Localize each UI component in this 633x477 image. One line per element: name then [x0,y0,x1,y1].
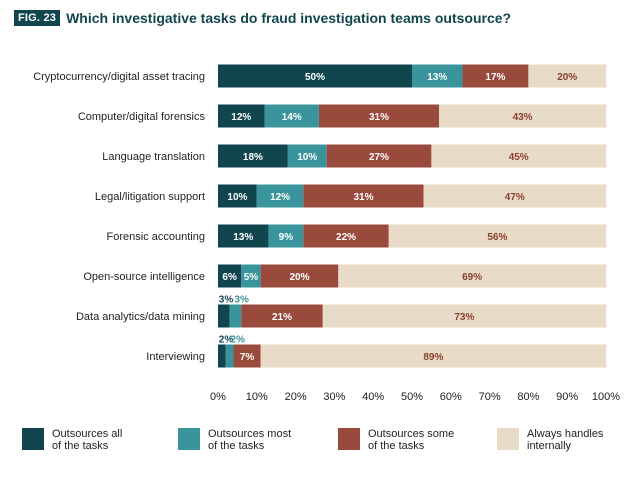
bar-segment-most [229,304,242,328]
bar-segment-all [218,104,265,128]
data-label: 73% [454,312,474,323]
data-label: 6% [222,272,237,283]
bar-segment-internal [388,224,606,248]
bar-segment-some [326,144,432,168]
category-label: Legal/litigation support [95,191,205,203]
x-tick-label: 80% [517,391,539,403]
bar-segment-some [303,184,424,208]
legend-swatch-most [178,428,200,450]
bar-segment-internal [528,64,606,88]
bar-segment-most [241,264,261,288]
category-label: Data analytics/data mining [76,311,205,323]
bar-segment-most [412,64,463,88]
bar-segment-most [225,344,234,368]
data-label: 13% [233,232,253,243]
data-label: 13% [427,72,447,83]
bar-segment-internal [260,344,606,368]
data-label: 7% [240,352,255,363]
data-label: 10% [227,192,247,203]
bar-segment-most [256,184,304,208]
bar-segment-most [264,104,319,128]
data-label: 43% [513,112,533,123]
data-label: 14% [282,112,302,123]
data-label: 50% [305,72,325,83]
bar-segment-internal [338,264,606,288]
bar-segment-some [303,224,389,248]
bar-segment-most [287,144,327,168]
category-label: Cryptocurrency/digital asset tracing [33,71,205,83]
legend-swatch-some [338,428,360,450]
data-label: 31% [369,112,389,123]
data-label: 3% [219,295,234,306]
category-label: Interviewing [146,351,205,363]
legend-swatch-internal [497,428,519,450]
bar-segment-some [462,64,529,88]
x-tick-label: 50% [401,391,423,403]
x-tick-label: 20% [285,391,307,403]
data-label: 2% [231,335,246,346]
data-label: 47% [505,192,525,203]
data-label: 5% [244,272,259,283]
bar-segment-all [218,264,242,288]
legend-label-internal: Always handles internally [527,428,604,452]
legend-swatch-all [22,428,44,450]
data-label: 20% [557,72,577,83]
bar-segment-most [268,224,304,248]
data-label: 45% [509,152,529,163]
data-label: 89% [423,352,443,363]
category-label: Computer/digital forensics [78,111,206,123]
data-label: 21% [272,312,292,323]
chart-title-row: FIG. 23 Which investigative tasks do fra… [14,10,511,26]
data-label: 10% [297,152,317,163]
bar-segment-all [218,304,230,328]
bar-segment-internal [439,104,606,128]
legend-item-some: Outsources some of the tasks [338,428,478,452]
bar-segment-all [218,224,269,248]
data-label: 12% [231,112,251,123]
bar-segment-some [241,304,323,328]
x-tick-label: 0% [210,391,226,403]
x-tick-label: 40% [362,391,384,403]
data-label: 12% [270,192,290,203]
legend-label-some: Outsources some of the tasks [368,428,455,452]
data-label: 2% [219,335,234,346]
legend-item-internal: Always handles internally [497,428,633,452]
chart-title: Which investigative tasks do fraud inves… [66,10,512,26]
data-label: 31% [353,192,373,203]
legend-item-all: Outsources all of the tasks [22,428,162,452]
x-tick-label: 90% [556,391,578,403]
legend-label-all: Outsources all of the tasks [52,428,123,452]
data-label: 9% [279,232,294,243]
figure-badge: FIG. 23 [14,10,61,26]
x-tick-label: 70% [479,391,501,403]
x-tick-label: 100% [592,391,620,403]
x-tick-label: 10% [246,391,268,403]
bar-segment-internal [423,184,606,208]
category-label: Language translation [102,151,205,163]
bar-segment-all [218,144,288,168]
data-label: 69% [462,272,482,283]
legend-item-most: Outsources most of the tasks [178,428,318,452]
bar-segment-some [260,264,339,288]
bar-segment-all [218,344,226,368]
data-label: 3% [234,295,249,306]
legend-label-most: Outsources most of the tasks [208,428,292,452]
data-label: 22% [336,232,356,243]
bar-segment-internal [322,304,606,328]
category-label: Forensic accounting [107,231,205,243]
data-label: 18% [243,152,263,163]
x-tick-label: 60% [440,391,462,403]
category-label: Open-source intelligence [83,271,205,283]
data-label: 27% [369,152,389,163]
data-label: 20% [289,272,309,283]
stacked-bar-chart: Cryptocurrency/digital asset tracing 50% 1… [33,64,620,403]
bar-segment-some [318,104,440,128]
bar-segment-some [233,344,261,368]
data-label: 17% [485,72,505,83]
bar-segment-all [218,184,257,208]
bar-segment-internal [431,144,606,168]
x-tick-label: 30% [323,391,345,403]
bar-segment-all [218,64,412,88]
data-label: 56% [487,232,507,243]
